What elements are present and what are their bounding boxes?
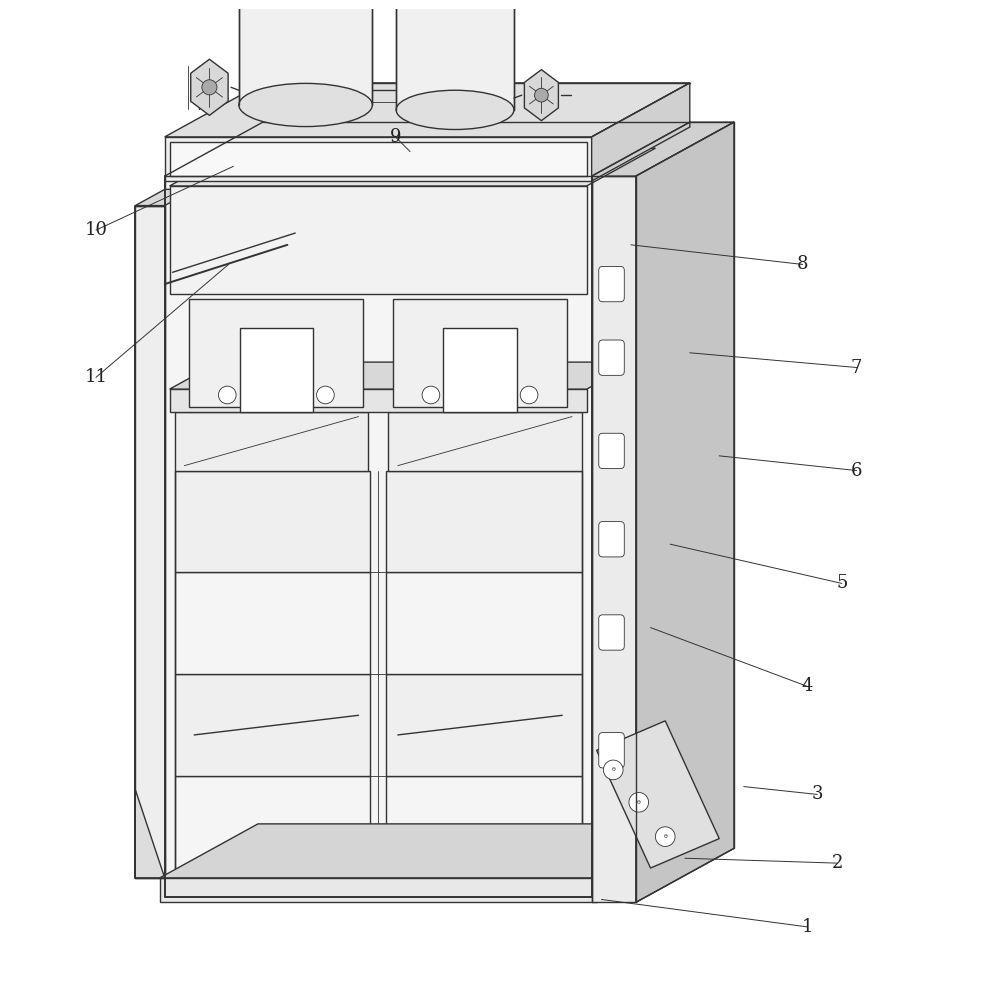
Polygon shape	[386, 674, 581, 776]
Text: 5: 5	[835, 574, 847, 592]
Polygon shape	[635, 122, 734, 902]
Polygon shape	[524, 70, 558, 121]
Polygon shape	[386, 471, 581, 572]
Polygon shape	[170, 186, 586, 294]
Text: θ: θ	[610, 767, 614, 772]
Polygon shape	[170, 142, 586, 176]
Ellipse shape	[239, 83, 372, 127]
Polygon shape	[165, 137, 591, 181]
Circle shape	[218, 386, 236, 404]
Text: 9: 9	[389, 128, 400, 146]
Polygon shape	[591, 176, 635, 902]
Polygon shape	[189, 299, 363, 407]
Polygon shape	[135, 189, 194, 206]
Text: 7: 7	[850, 359, 862, 377]
Polygon shape	[175, 674, 370, 776]
Ellipse shape	[395, 90, 514, 130]
Polygon shape	[386, 776, 581, 878]
Polygon shape	[170, 362, 635, 389]
Text: 11: 11	[85, 368, 107, 386]
Polygon shape	[175, 471, 370, 572]
Text: 10: 10	[85, 221, 107, 239]
Polygon shape	[165, 176, 591, 897]
Polygon shape	[160, 824, 694, 878]
Polygon shape	[240, 328, 313, 412]
FancyBboxPatch shape	[599, 340, 623, 375]
Text: 4: 4	[801, 677, 812, 695]
Text: θ: θ	[663, 834, 667, 839]
Polygon shape	[135, 790, 165, 878]
Circle shape	[628, 792, 648, 812]
Circle shape	[202, 80, 217, 95]
Polygon shape	[591, 122, 734, 176]
Polygon shape	[386, 572, 581, 674]
Text: 8: 8	[796, 255, 808, 273]
Circle shape	[602, 760, 622, 780]
Polygon shape	[387, 412, 581, 471]
Polygon shape	[190, 59, 228, 115]
Circle shape	[655, 827, 674, 846]
Polygon shape	[591, 83, 689, 181]
Polygon shape	[596, 824, 694, 902]
Polygon shape	[395, 0, 514, 110]
Polygon shape	[239, 0, 372, 105]
Polygon shape	[443, 328, 517, 412]
Circle shape	[534, 88, 547, 102]
FancyBboxPatch shape	[599, 522, 623, 557]
Polygon shape	[596, 721, 719, 868]
Circle shape	[520, 386, 537, 404]
Polygon shape	[175, 412, 368, 471]
Text: 2: 2	[830, 854, 842, 872]
Text: θ: θ	[636, 800, 640, 805]
Text: 1: 1	[801, 918, 812, 936]
Circle shape	[422, 386, 440, 404]
FancyBboxPatch shape	[599, 615, 623, 650]
Polygon shape	[392, 299, 567, 407]
Polygon shape	[175, 572, 370, 674]
Polygon shape	[135, 206, 165, 878]
Text: 6: 6	[850, 462, 862, 480]
Circle shape	[317, 386, 334, 404]
Text: 3: 3	[810, 785, 822, 803]
FancyBboxPatch shape	[599, 433, 623, 469]
Polygon shape	[175, 776, 370, 878]
FancyBboxPatch shape	[599, 733, 623, 768]
FancyBboxPatch shape	[599, 266, 623, 302]
Polygon shape	[170, 389, 586, 412]
Polygon shape	[165, 83, 689, 137]
Polygon shape	[170, 148, 655, 186]
Polygon shape	[160, 878, 596, 902]
